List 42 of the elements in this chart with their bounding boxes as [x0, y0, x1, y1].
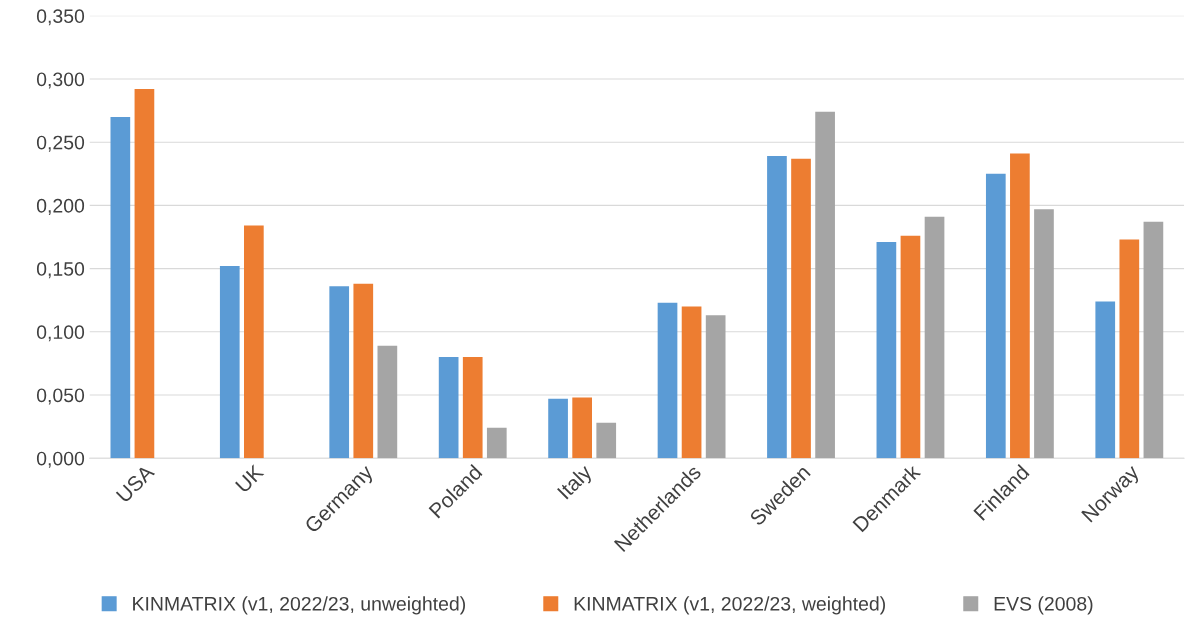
bar	[900, 235, 921, 459]
y-tick-label: 0,050	[36, 388, 85, 405]
bar	[438, 357, 459, 459]
bar	[1119, 239, 1140, 459]
y-tick-label: 0,000	[36, 451, 85, 468]
y-tick-label: 0,100	[36, 325, 85, 342]
bar	[681, 306, 702, 459]
legend-label: KINMATRIX (v1, 2022/23, weighted)	[574, 596, 885, 615]
bar	[134, 89, 155, 459]
bar	[329, 286, 350, 459]
y-tick-label: 0,250	[36, 135, 85, 152]
bar	[705, 315, 726, 459]
x-tick-label: Italy	[556, 463, 596, 503]
bar	[657, 302, 678, 459]
legend-label: EVS (2008)	[994, 596, 1093, 615]
bar	[1034, 209, 1054, 459]
bar	[572, 397, 592, 459]
legend-label: KINMATRIX (v1, 2022/23, unweighted)	[133, 596, 466, 615]
x-tick-label: UK	[235, 463, 265, 494]
bar	[596, 422, 617, 459]
bar	[1010, 153, 1030, 459]
bar	[548, 398, 568, 459]
bar	[876, 242, 897, 459]
bar	[377, 345, 398, 459]
bar	[1143, 221, 1164, 459]
y-tick-label: 0,200	[36, 198, 85, 215]
bar	[486, 427, 507, 459]
x-tick-label: USA	[115, 463, 156, 504]
bar	[219, 266, 240, 459]
y-tick-label: 0,300	[36, 72, 85, 89]
bar	[791, 158, 811, 459]
bar	[815, 111, 835, 459]
bar	[767, 156, 787, 459]
y-tick-label: 0,150	[36, 262, 85, 279]
bar	[244, 225, 264, 459]
bar	[353, 283, 374, 459]
bar	[1095, 301, 1116, 459]
bar	[985, 173, 1006, 459]
bar	[110, 116, 131, 459]
y-tick-label: 0,350	[36, 9, 85, 26]
bar	[462, 357, 483, 459]
bar	[924, 216, 945, 459]
